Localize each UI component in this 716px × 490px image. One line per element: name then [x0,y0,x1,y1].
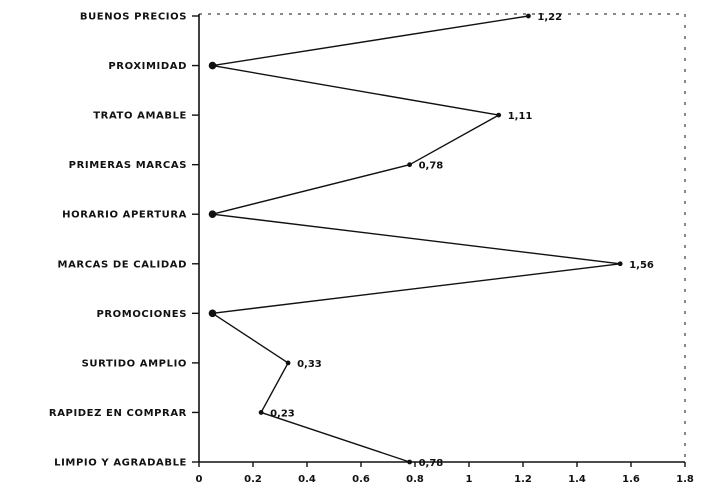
series [208,13,623,465]
data-point [208,309,217,318]
data-point [208,210,217,219]
data-point [208,61,217,70]
x-tick-label: 1 [466,474,473,485]
data-labels: 1,22 1,11 0,78 1,56 0,33 0,23 0,78 [270,12,654,469]
data-label: 0,78 [419,458,444,469]
data-point [526,13,531,19]
x-tick-label: 1.6 [622,474,640,485]
data-point [407,459,412,465]
data-label: 0,23 [270,408,295,419]
category-label: PRIMERAS MARCAS [69,160,187,171]
data-label: 1,56 [629,260,654,271]
data-point [407,162,412,168]
data-point [617,261,623,267]
plot-frame [198,13,686,463]
category-label: BUENOS PRECIOS [80,12,187,23]
category-label: PROMOCIONES [96,309,187,320]
data-label: 1,11 [508,111,533,122]
data-label: 0,33 [297,359,322,370]
category-label: SURTIDO AMPLIO [82,358,187,369]
category-label: TRATO AMABLE [93,111,187,122]
category-label: MARCAS DE CALIDAD [58,259,187,270]
x-tick-label: 0.8 [406,474,424,485]
x-tick-label: 1.4 [568,474,586,485]
x-tick-label: 0.4 [298,474,316,485]
data-point [496,112,502,118]
category-label: LIMPIO Y AGRADABLE [54,458,187,469]
category-label: HORARIO APERTURA [62,210,187,221]
data-label: 0,78 [419,161,444,172]
x-tick-label: 0 [196,474,203,485]
category-labels: BUENOS PRECIOS PROXIMIDAD TRATO AMABLE PRIM… [49,12,199,469]
data-point [285,360,291,366]
x-tick-label: 0.2 [244,474,262,485]
x-tick-label: 1.2 [514,474,532,485]
x-axis-ticks: 0 0.2 0.4 0.6 0.8 1 1.2 1.4 1.6 1.8 [196,462,694,485]
x-tick-label: 1.8 [676,474,694,485]
category-label: RAPIDEZ EN COMPRAR [49,408,187,419]
series-line [211,15,621,463]
category-label: PROXIMIDAD [108,61,187,72]
x-tick-label: 0.6 [352,474,370,485]
data-label: 1,22 [537,12,562,23]
data-point [258,410,264,415]
